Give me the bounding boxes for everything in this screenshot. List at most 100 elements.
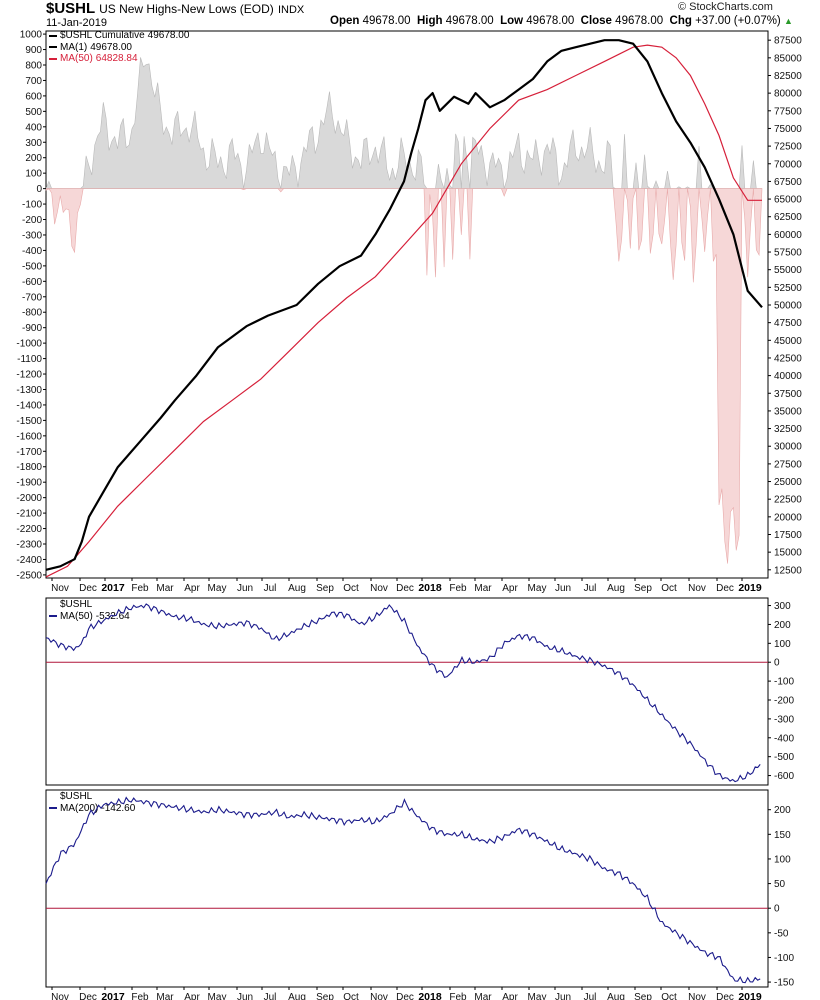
x-tick-label: Dec xyxy=(716,992,734,1000)
high-value: 49678.00 xyxy=(445,15,494,27)
panel-2-tick-label: 300 xyxy=(774,601,791,612)
left-tick-label: -800 xyxy=(22,308,42,319)
left-tick-label: -1600 xyxy=(16,431,42,442)
legend-label-cumulative: $USHL Cumulative xyxy=(60,30,145,41)
right-tick-label: 40000 xyxy=(774,371,802,382)
up-arrow-icon: ▲ xyxy=(783,16,793,26)
x-tick-label: Jul xyxy=(584,583,597,594)
x-tick-label: Apr xyxy=(502,992,518,1000)
left-tick-label: -500 xyxy=(22,261,42,272)
legend-label-ma200-panel: MA(200) xyxy=(60,802,99,814)
panel-2-tick-label: -500 xyxy=(774,752,794,763)
panel-3-tick-label: 150 xyxy=(774,830,791,841)
x-tick-label: Oct xyxy=(661,583,677,594)
legend-item-ma1: MA(1) 49678.00 xyxy=(49,42,189,54)
x-tick-label: May xyxy=(528,583,547,594)
left-tick-label: -1900 xyxy=(16,478,42,489)
symbol: $USHL xyxy=(46,0,95,17)
right-tick-label: 60000 xyxy=(774,230,802,241)
legend-label-ma50-panel: MA(50) xyxy=(60,610,93,622)
left-tick-label: -2300 xyxy=(16,540,42,551)
ohlc-readout: Open 49678.00 High 49678.00 Low 49678.00… xyxy=(330,15,793,27)
chart-title: US New Highs-New Lows (EOD) xyxy=(99,2,274,16)
left-tick-label: -1700 xyxy=(16,447,42,458)
x-tick-label: Dec xyxy=(79,992,97,1000)
right-tick-label: 27500 xyxy=(774,459,802,470)
left-tick-label: -200 xyxy=(22,215,42,226)
right-tick-label: 45000 xyxy=(774,336,802,347)
legend-swatch-ma50 xyxy=(49,57,57,60)
right-tick-label: 77500 xyxy=(774,106,802,117)
left-tick-label: -1400 xyxy=(16,400,42,411)
x-tick-label: Jul xyxy=(264,992,277,1000)
open-value: 49678.00 xyxy=(362,15,411,27)
panel-3-tick-label: 100 xyxy=(774,854,791,865)
x-tick-label: Mar xyxy=(156,992,174,1000)
x-tick-label: Sep xyxy=(316,992,334,1000)
x-tick-label: Nov xyxy=(51,583,69,594)
right-tick-label: 75000 xyxy=(774,124,802,135)
right-tick-label: 17500 xyxy=(774,530,802,541)
legend-label-ma50: MA(50) xyxy=(60,53,93,64)
right-tick-label: 57500 xyxy=(774,248,802,259)
right-tick-label: 82500 xyxy=(774,71,802,82)
left-tick-label: 400 xyxy=(25,122,42,133)
x-tick-label: Jun xyxy=(555,992,571,1000)
chg-label: Chg xyxy=(669,15,692,27)
ma-line-panel-3 xyxy=(45,796,761,984)
x-tick-label: Aug xyxy=(288,583,306,594)
right-tick-label: 35000 xyxy=(774,406,802,417)
panel-2-tick-label: 200 xyxy=(774,620,791,631)
x-tick-label: Feb xyxy=(449,992,467,1000)
right-tick-label: 87500 xyxy=(774,36,802,47)
close-label: Close xyxy=(580,15,612,27)
left-tick-label: 600 xyxy=(25,91,42,102)
left-tick-label: 0 xyxy=(36,184,42,195)
panel-2-tick-label: -300 xyxy=(774,714,794,725)
right-tick-label: 52500 xyxy=(774,283,802,294)
legend-label-ma1: MA(1) xyxy=(60,41,88,53)
x-tick-label: Jun xyxy=(237,992,253,1000)
left-tick-label: -2500 xyxy=(16,570,42,581)
open-label: Open xyxy=(330,15,360,27)
x-tick-label: 2019 xyxy=(738,582,762,594)
left-tick-label: -1200 xyxy=(16,370,42,381)
right-tick-label: 25000 xyxy=(774,477,802,488)
exchange: INDX xyxy=(277,4,305,16)
x-tick-label: Sep xyxy=(634,992,652,1000)
watermark: © StockCharts.com xyxy=(678,1,773,13)
x-tick-label: Nov xyxy=(688,992,706,1000)
legend-item-ushl-2: $USHL xyxy=(49,599,130,611)
right-tick-label: 85000 xyxy=(774,53,802,64)
ma200-panel-legend: $USHL MA(200) -142.60 xyxy=(49,791,135,814)
right-tick-label: 72500 xyxy=(774,142,802,153)
left-tick-label: -1800 xyxy=(16,462,42,473)
x-tick-label: 2018 xyxy=(418,991,442,1000)
high-label: High xyxy=(416,15,443,27)
right-tick-label: 47500 xyxy=(774,318,802,329)
daily-net-positive-area xyxy=(45,57,763,190)
chg-value: +37.00 (+0.07%) xyxy=(695,15,781,27)
x-tick-label: Apr xyxy=(184,583,200,594)
legend-swatch-ma200-panel xyxy=(49,807,57,810)
x-tick-label: May xyxy=(208,992,227,1000)
symbol-title: $USHL US New Highs-New Lows (EOD) INDX xyxy=(46,0,304,17)
left-tick-label: -400 xyxy=(22,246,42,257)
x-tick-label: Jul xyxy=(264,583,277,594)
panel-3-tick-label: 200 xyxy=(774,805,791,816)
close-value: 49678.00 xyxy=(615,15,664,27)
left-tick-label: 900 xyxy=(25,45,42,56)
x-tick-label: Oct xyxy=(343,583,359,594)
panel-3-tick-label: -100 xyxy=(774,953,794,964)
right-tick-label: 67500 xyxy=(774,177,802,188)
main-legend: $USHL Cumulative 49678.00 MA(1) 49678.00… xyxy=(49,30,189,65)
ma-line-panel-2 xyxy=(45,603,761,783)
x-tick-label: May xyxy=(528,992,547,1000)
x-tick-label: Apr xyxy=(184,992,200,1000)
right-tick-label: 12500 xyxy=(774,565,802,576)
right-tick-label: 62500 xyxy=(774,212,802,223)
low-value: 49678.00 xyxy=(526,15,575,27)
daily-net-negative-area xyxy=(45,188,763,564)
left-tick-label: 200 xyxy=(25,153,42,164)
